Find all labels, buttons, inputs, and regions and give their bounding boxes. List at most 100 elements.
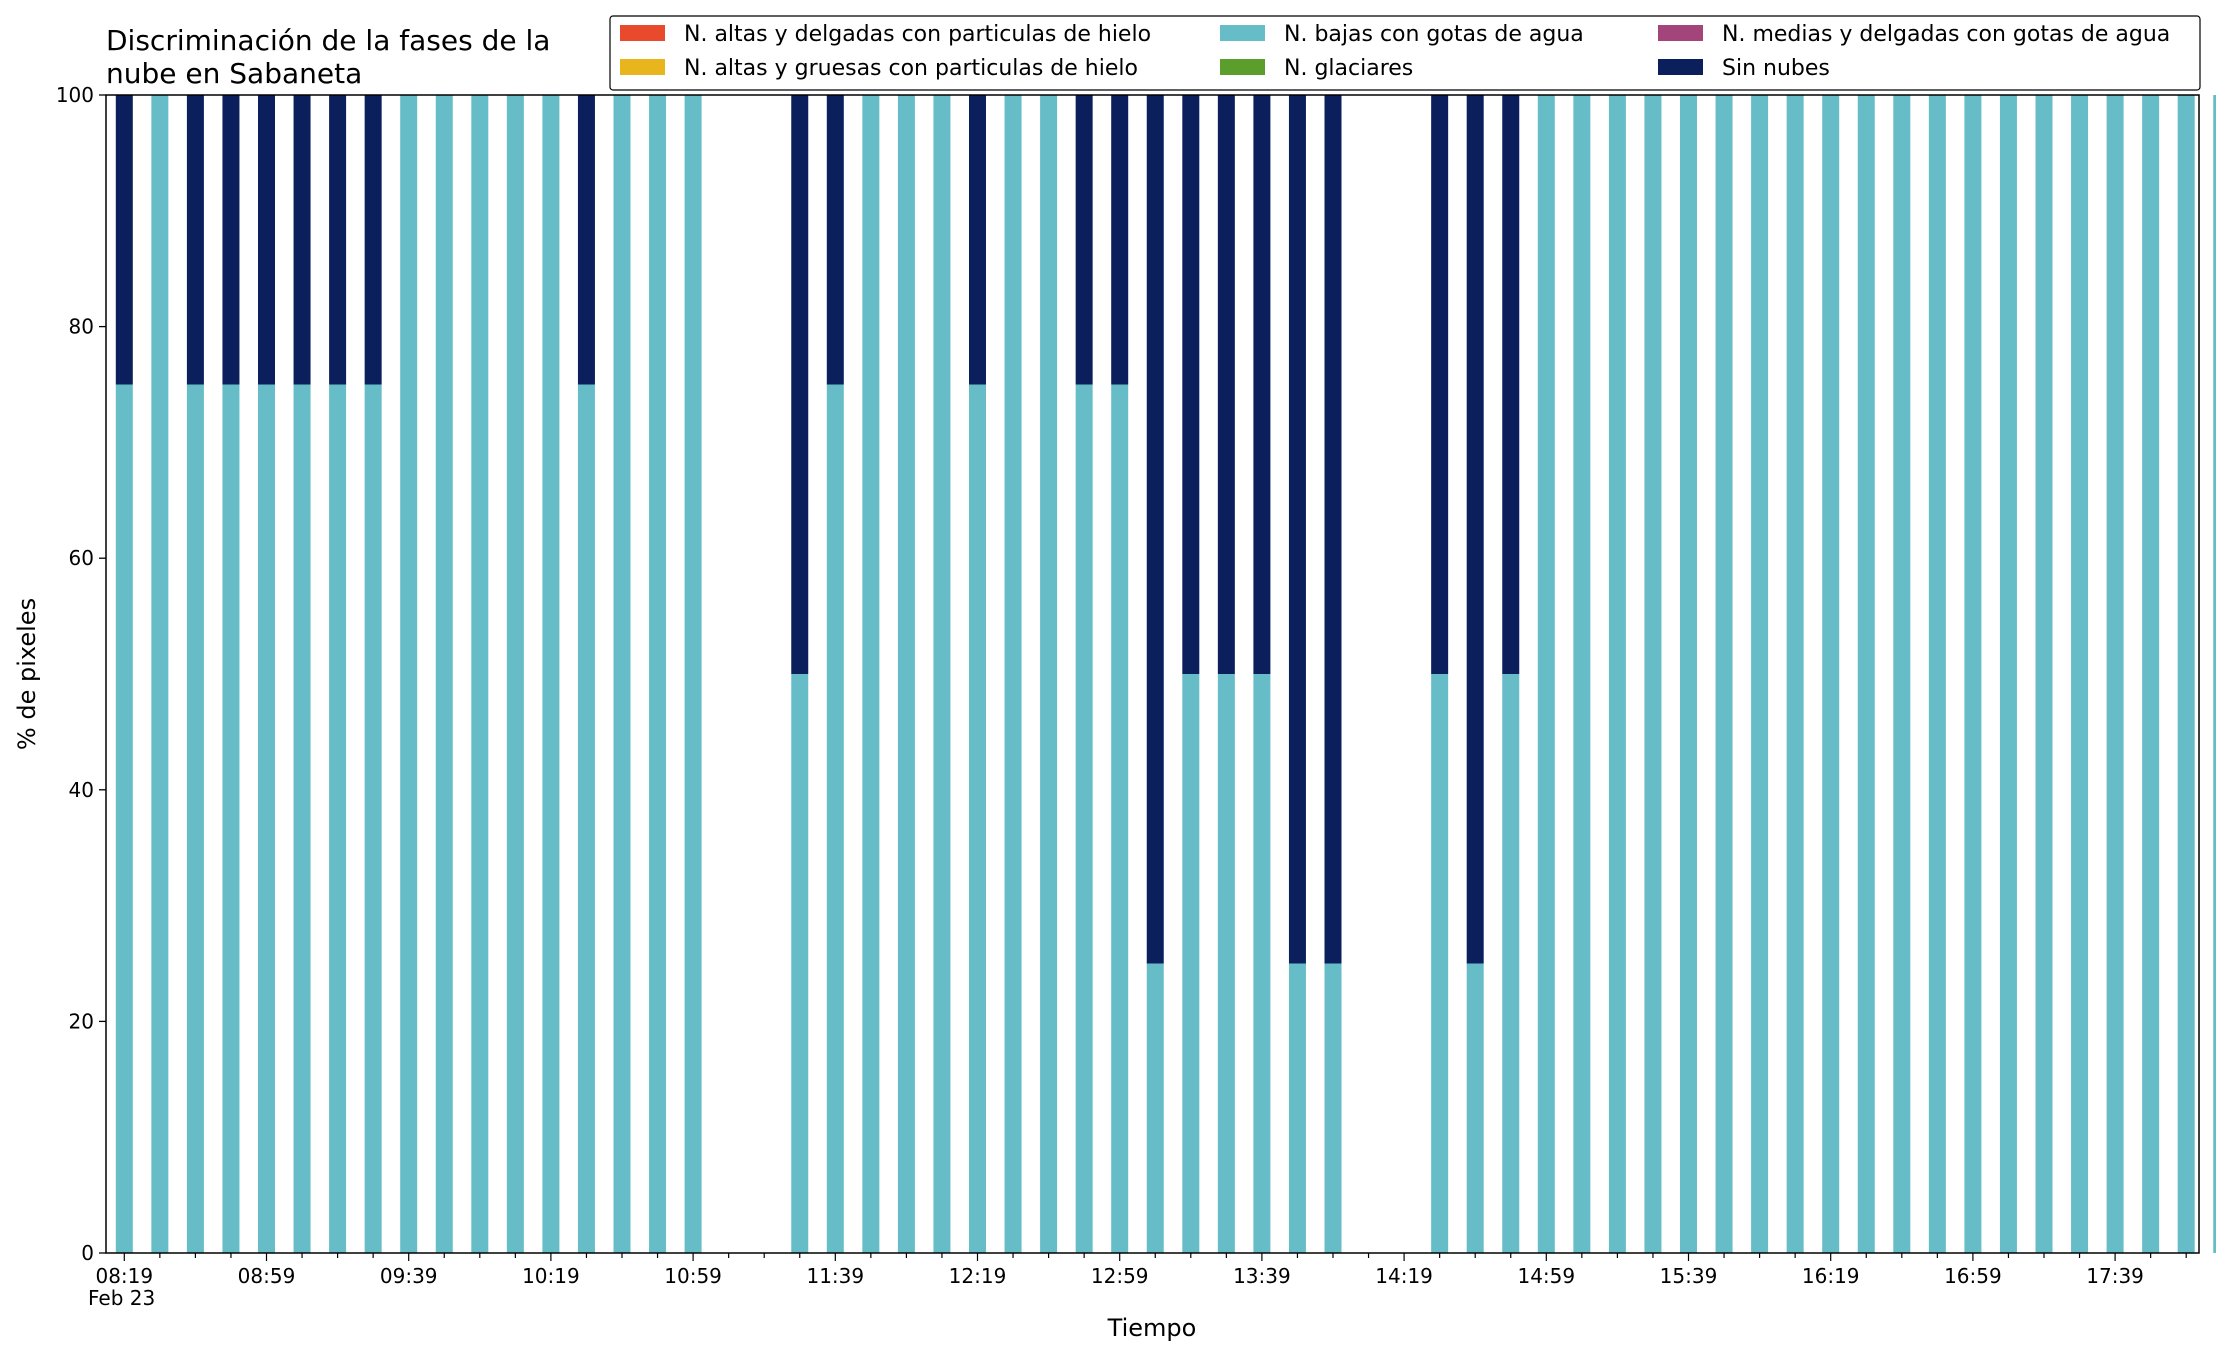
- bar-segment-2-43: [1644, 95, 1662, 1253]
- bar-segment-2-6: [329, 384, 347, 1253]
- legend-label-3: N. glaciares: [1284, 56, 1413, 81]
- bar-segment-2-32: [1253, 674, 1271, 1253]
- bar-segment-2-31: [1217, 674, 1235, 1253]
- legend-label-0: N. altas y delgadas con particulas de hi…: [684, 22, 1151, 47]
- bar-segment-2-4: [258, 384, 275, 1253]
- bar-segment-2-55: [2071, 95, 2089, 1253]
- x-tick-label-13: 16:59: [1944, 1264, 2002, 1288]
- bar-segment-5-6: [329, 95, 347, 385]
- bar-segment-5-19: [791, 95, 809, 674]
- bar-segment-2-7: [364, 384, 382, 1253]
- legend-swatch-2: [1220, 25, 1265, 41]
- bar-segment-2-39: [1502, 674, 1520, 1253]
- y-axis-ticks: 0 20 40 60 80 100: [56, 83, 106, 1265]
- bar-segment-2-29: [1146, 963, 1164, 1253]
- bar-segment-5-28: [1111, 95, 1129, 385]
- bar-segment-5-34: [1324, 95, 1342, 964]
- bar-segment-5-24: [969, 95, 986, 385]
- bar-segment-2-41: [1573, 95, 1591, 1253]
- bar-segment-2-2: [186, 384, 204, 1253]
- x-date-label: Feb 23: [88, 1286, 155, 1310]
- bar-segment-2-26: [1040, 95, 1058, 1253]
- bar-segment-2-57: [2142, 95, 2160, 1253]
- y-tick-label-4: 80: [69, 315, 94, 339]
- y-tick-label-2: 40: [69, 778, 94, 802]
- bar-segment-2-54: [2035, 95, 2053, 1253]
- bars-layer: [115, 95, 2216, 1253]
- y-tick-label-1: 20: [69, 1009, 94, 1033]
- bar-segment-2-8: [400, 95, 418, 1253]
- x-tick-label-6: 12:19: [949, 1264, 1007, 1288]
- x-axis-ticks: 08:19 08:59 09:39 10:19 10:59 11:39 12:19 12:59…: [95, 1253, 2187, 1288]
- bar-segment-5-20: [826, 95, 844, 385]
- bar-segment-5-3: [222, 95, 240, 385]
- bar-segment-5-38: [1466, 95, 1484, 964]
- legend-swatch-4: [1658, 25, 1703, 41]
- bar-segment-2-19: [791, 674, 809, 1253]
- bar-segment-2-1: [151, 95, 169, 1253]
- chart-title-line-2: nube en Sabaneta: [106, 57, 362, 90]
- bar-segment-5-0: [115, 95, 133, 385]
- bar-segment-2-30: [1182, 674, 1200, 1253]
- legend-label-5: Sin nubes: [1722, 56, 1830, 81]
- bar-segment-2-47: [1786, 95, 1804, 1253]
- bar-segment-2-51: [1928, 95, 1946, 1253]
- bar-segment-2-28: [1111, 384, 1129, 1253]
- x-tick-label-4: 10:59: [664, 1264, 722, 1288]
- bar-segment-2-15: [649, 95, 667, 1253]
- bar-segment-5-37: [1431, 95, 1449, 674]
- bar-segment-2-14: [613, 95, 631, 1253]
- bar-segment-5-30: [1182, 95, 1200, 674]
- legend-label-2: N. bajas con gotas de agua: [1284, 22, 1584, 47]
- bar-segment-2-10: [471, 95, 489, 1253]
- y-tick-label-5: 100: [56, 83, 94, 107]
- bar-segment-5-2: [186, 95, 204, 385]
- bar-segment-5-32: [1253, 95, 1271, 674]
- bar-segment-2-46: [1751, 95, 1769, 1253]
- y-axis-label: % de pixeles: [13, 598, 41, 750]
- bar-segment-2-9: [435, 95, 453, 1253]
- x-tick-label-3: 10:19: [522, 1264, 580, 1288]
- bar-segment-2-58: [2177, 95, 2195, 1253]
- bar-segment-5-27: [1075, 95, 1093, 385]
- bar-segment-2-12: [542, 95, 560, 1253]
- x-tick-label-2: 09:39: [380, 1264, 438, 1288]
- bar-segment-2-53: [1999, 95, 2017, 1253]
- legend-label-4: N. medias y delgadas con gotas de agua: [1722, 22, 2170, 47]
- bar-segment-2-0: [115, 384, 133, 1253]
- bar-segment-2-27: [1075, 384, 1093, 1253]
- bar-segment-5-7: [364, 95, 382, 385]
- bar-segment-2-56: [2106, 95, 2124, 1253]
- bar-segment-2-21: [862, 95, 880, 1253]
- x-tick-label-0: 08:19: [95, 1264, 153, 1288]
- bar-segment-2-42: [1608, 95, 1626, 1253]
- bar-segment-2-49: [1857, 95, 1875, 1253]
- bar-segment-5-39: [1502, 95, 1520, 674]
- bar-segment-2-44: [1680, 95, 1697, 1253]
- bar-segment-2-13: [577, 384, 595, 1253]
- x-tick-label-1: 08:59: [238, 1264, 296, 1288]
- bar-segment-2-40: [1537, 95, 1555, 1253]
- bar-segment-2-48: [1822, 95, 1840, 1253]
- x-tick-label-14: 17:39: [2086, 1264, 2144, 1288]
- x-tick-label-7: 12:59: [1091, 1264, 1149, 1288]
- bar-segment-2-52: [1964, 95, 1982, 1253]
- bar-segment-2-3: [222, 384, 240, 1253]
- bar-segment-2-25: [1004, 95, 1022, 1253]
- bar-segment-5-31: [1217, 95, 1235, 674]
- legend-box: [609, 15, 2201, 91]
- bar-segment-2-37: [1431, 674, 1449, 1253]
- bar-segment-2-20: [826, 384, 844, 1253]
- x-tick-label-11: 15:39: [1660, 1264, 1718, 1288]
- bar-segment-2-11: [506, 95, 524, 1253]
- bar-segment-2-22: [897, 95, 915, 1253]
- bar-segment-2-45: [1715, 95, 1733, 1253]
- bar-segment-2-50: [1893, 95, 1911, 1253]
- legend-swatch-5: [1658, 59, 1703, 75]
- legend-swatch-0: [620, 25, 665, 41]
- bar-segment-2-33: [1288, 963, 1306, 1253]
- legend-label-1: N. altas y gruesas con particulas de hie…: [684, 56, 1138, 81]
- plot-frame: [105, 94, 2200, 1254]
- bar-segment-5-13: [577, 95, 595, 385]
- x-tick-label-8: 13:39: [1233, 1264, 1291, 1288]
